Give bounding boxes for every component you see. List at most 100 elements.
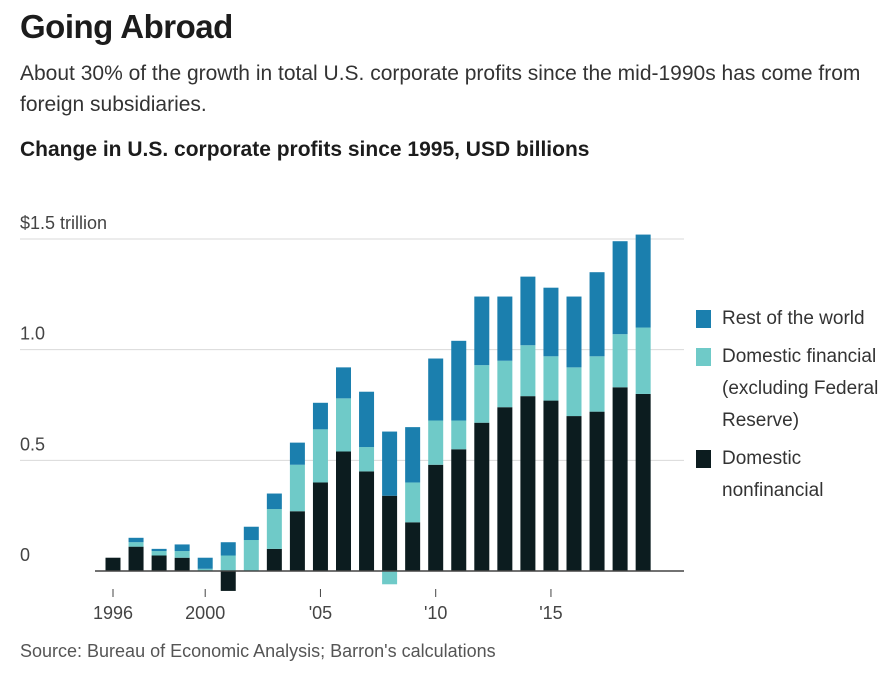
- bar-segment-rest-of-world-1998: [151, 548, 167, 552]
- bar-segment-rest-of-world-2006: [336, 367, 351, 399]
- bar-segment-domestic-nonfinancial-2019: [635, 393, 651, 571]
- bar-group-2016: [566, 296, 582, 571]
- legend-item-domestic-financial: Domestic financial (excluding Federal Re…: [696, 341, 886, 437]
- legend-label-domestic-nonfinancial: Domestic nonfinancial: [722, 448, 824, 501]
- bar-segment-rest-of-world-2012: [474, 296, 490, 366]
- bar-segment-domestic-nonfinancial-2014: [520, 396, 536, 571]
- bar-segment-rest-of-world-1999: [174, 544, 190, 552]
- bar-segment-domestic-financial-2017: [589, 356, 605, 412]
- bar-group-2002: [243, 526, 259, 571]
- bar-segment-domestic-nonfinancial-2008: [382, 495, 398, 571]
- bar-segment-domestic-nonfinancial-1999: [174, 557, 190, 571]
- bar-segment-domestic-financial-2019: [635, 327, 651, 394]
- bar-segment-domestic-financial-2012: [474, 365, 490, 423]
- bar-segment-domestic-financial-2015: [543, 356, 559, 401]
- bar-segment-domestic-nonfinancial-2010: [428, 464, 444, 571]
- x-tick-label: 1996: [93, 603, 133, 623]
- bar-segment-domestic-financial-2006: [336, 398, 351, 452]
- bar-group-2015: [543, 287, 559, 571]
- bar-segment-domestic-nonfinancial-2001: [220, 571, 236, 591]
- bar-group-1999: [174, 544, 190, 571]
- y-tick-label: 0: [20, 545, 30, 565]
- axes: 0 0.5 1.0 $1.5 trillion 1996 2000 '05 '10 '15: [20, 213, 684, 623]
- bar-segment-rest-of-world-2007: [359, 391, 375, 448]
- bar-segment-rest-of-world-2011: [451, 340, 467, 421]
- bar-group-2017: [589, 272, 605, 571]
- bar-group-2005: [312, 402, 328, 571]
- bar-segment-domestic-financial-2014: [520, 345, 536, 397]
- bar-segment-rest-of-world-2017: [589, 272, 605, 357]
- x-tick-label: 2000: [185, 603, 225, 623]
- bar-segment-domestic-financial-1997: [128, 542, 144, 547]
- bar-segment-domestic-financial-2008: [382, 571, 398, 585]
- bar-group-2012: [474, 296, 490, 571]
- bar-segment-rest-of-world-2003: [266, 493, 282, 510]
- bar-segment-domestic-financial-2002: [243, 540, 259, 571]
- bar-group-1998: [151, 548, 167, 571]
- bar-segment-domestic-financial-2000: [197, 568, 213, 571]
- bar-segment-domestic-financial-2007: [359, 447, 375, 472]
- bar-group-2008: [382, 431, 398, 585]
- bar-segment-domestic-financial-2004: [289, 464, 305, 512]
- legend-label-domestic-financial: Domestic financial (excluding Federal Re…: [722, 346, 879, 431]
- bars: [105, 234, 651, 591]
- y-tick-label: $1.5 trillion: [20, 213, 107, 233]
- bar-group-2001: [220, 542, 236, 591]
- bar-segment-domestic-financial-2009: [405, 482, 421, 523]
- legend-swatch-domestic-financial: [696, 348, 711, 366]
- bar-group-2007: [359, 391, 375, 571]
- bar-segment-rest-of-world-2016: [566, 296, 582, 368]
- bar-segment-rest-of-world-2000: [197, 557, 213, 569]
- bar-segment-domestic-nonfinancial-2018: [612, 387, 628, 571]
- bar-group-2011: [451, 340, 467, 571]
- legend-item-domestic-nonfinancial: Domestic nonfinancial: [696, 443, 886, 507]
- chart-subtitle: About 30% of the growth in total U.S. co…: [20, 62, 861, 116]
- bar-segment-rest-of-world-2015: [543, 287, 559, 357]
- y-tick-label: 1.0: [20, 324, 45, 344]
- bar-segment-domestic-financial-2011: [451, 420, 467, 450]
- bar-segment-domestic-nonfinancial-2017: [589, 411, 605, 571]
- bar-group-2014: [520, 276, 536, 571]
- bar-group-2004: [289, 442, 305, 571]
- legend: Rest of the world Domestic financial (ex…: [696, 303, 886, 513]
- bar-segment-domestic-financial-2010: [428, 420, 444, 465]
- bar-segment-domestic-nonfinancial-1996: [105, 557, 121, 571]
- bar-segment-rest-of-world-2014: [520, 276, 536, 346]
- bar-segment-domestic-financial-2013: [497, 360, 513, 408]
- bar-segment-domestic-nonfinancial-2009: [405, 522, 421, 571]
- bar-segment-rest-of-world-1997: [128, 537, 144, 543]
- bar-segment-rest-of-world-2002: [243, 526, 259, 541]
- bar-segment-rest-of-world-2001: [220, 542, 236, 556]
- bar-segment-domestic-nonfinancial-2007: [359, 471, 375, 571]
- bar-segment-domestic-financial-2016: [566, 367, 582, 417]
- bar-group-1997: [128, 537, 144, 571]
- x-tick-label: '15: [539, 603, 562, 623]
- bar-segment-rest-of-world-2008: [382, 431, 398, 496]
- bar-segment-rest-of-world-2019: [635, 234, 651, 328]
- bar-segment-domestic-nonfinancial-2015: [543, 400, 559, 571]
- y-tick-label: 0.5: [20, 434, 45, 454]
- bar-segment-domestic-nonfinancial-2013: [497, 407, 513, 571]
- bar-group-2018: [612, 241, 628, 571]
- bar-segment-domestic-nonfinancial-1998: [151, 555, 167, 571]
- bar-segment-rest-of-world-2004: [289, 442, 305, 465]
- bar-group-2010: [428, 358, 444, 571]
- legend-label-rest-of-world: Rest of the world: [722, 308, 865, 329]
- chart-title: Change in U.S. corporate profits since 1…: [20, 138, 590, 161]
- bar-group-2009: [405, 427, 421, 571]
- bar-segment-domestic-financial-1999: [174, 551, 190, 558]
- x-tick-label: '10: [424, 603, 447, 623]
- legend-swatch-rest-of-world: [696, 310, 711, 328]
- legend-swatch-domestic-nonfinancial: [696, 450, 711, 468]
- bar-segment-rest-of-world-2018: [612, 241, 628, 335]
- gridlines: [20, 238, 684, 461]
- x-tick-label: '05: [309, 603, 332, 623]
- bar-segment-domestic-nonfinancial-2005: [312, 482, 328, 571]
- bar-segment-domestic-nonfinancial-2016: [566, 416, 582, 571]
- bar-segment-domestic-nonfinancial-2011: [451, 449, 467, 571]
- bar-group-1996: [105, 557, 121, 571]
- source-note: Source: Bureau of Economic Analysis; Bar…: [20, 641, 496, 661]
- bar-segment-rest-of-world-2013: [497, 296, 513, 361]
- bar-group-2019: [635, 234, 651, 571]
